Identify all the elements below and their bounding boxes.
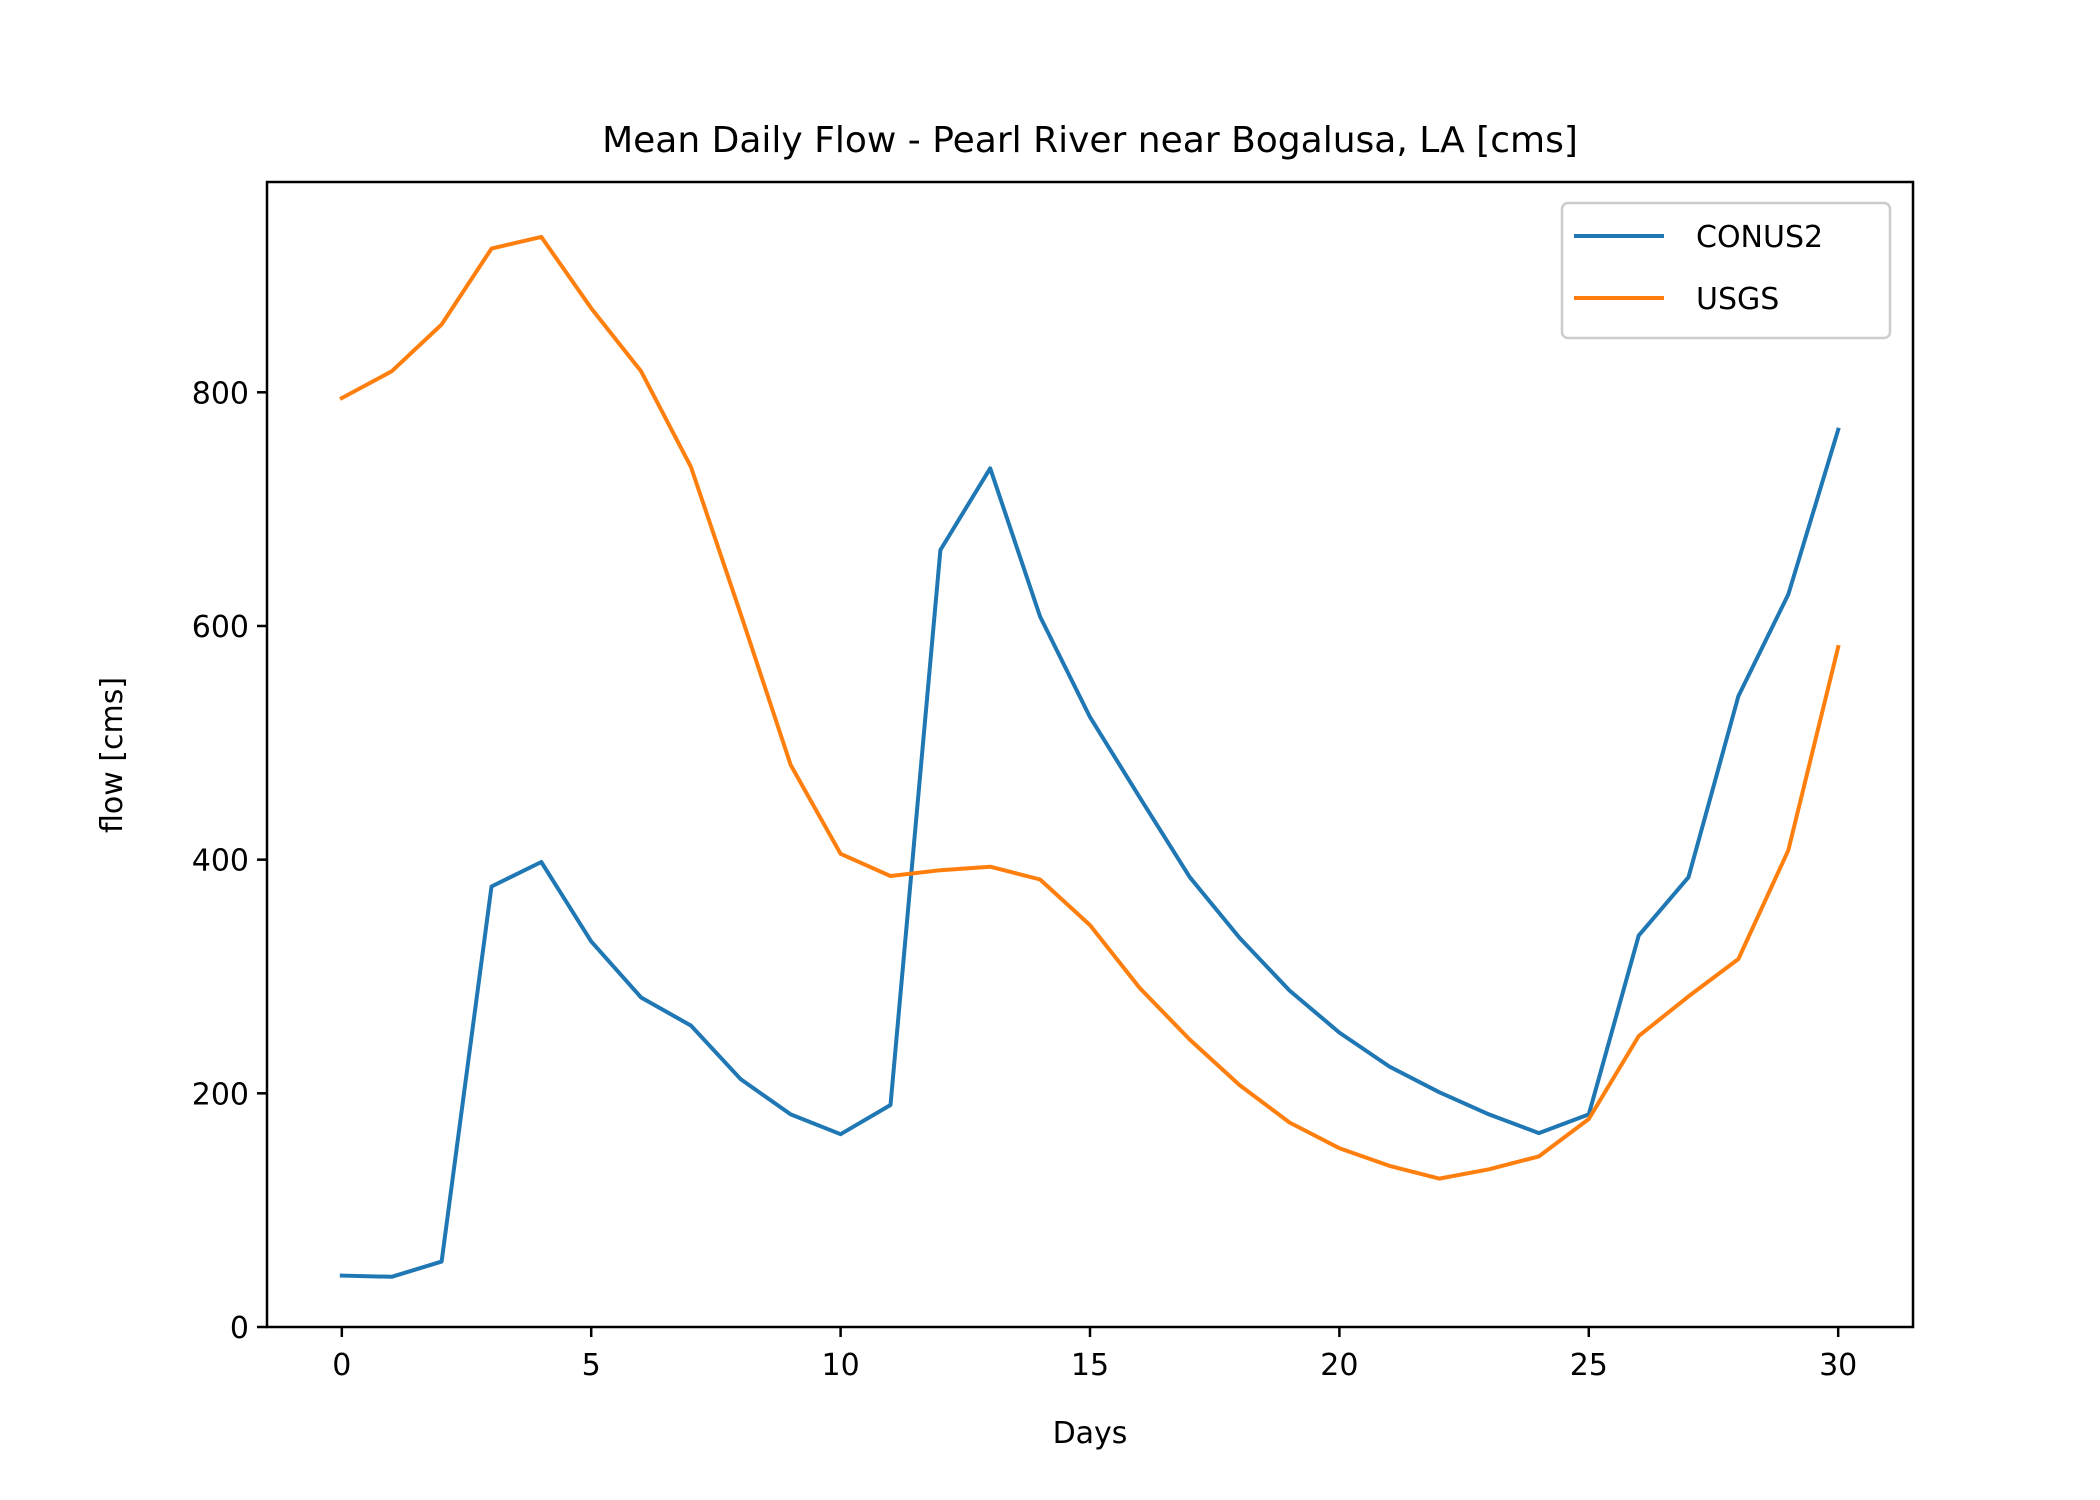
legend-label-usgs: USGS (1696, 282, 1779, 317)
chart-title: Mean Daily Flow - Pearl River near Bogal… (602, 120, 1578, 161)
plot-series (339, 234, 1841, 1279)
x-axis-label: Days (1053, 1416, 1128, 1451)
series-line-conus2 (339, 427, 1841, 1279)
y-tick-label: 200 (192, 1077, 249, 1112)
x-tick-label: 0 (332, 1348, 351, 1383)
x-tick-label: 25 (1570, 1348, 1608, 1383)
legend: CONUS2 USGS (1560, 201, 1892, 340)
series-line-usgs (339, 234, 1841, 1181)
y-axis-label: flow [cms] (95, 677, 130, 833)
x-tick-label: 10 (822, 1348, 860, 1383)
legend-label-conus2: CONUS2 (1696, 220, 1823, 255)
x-tick-label: 15 (1071, 1348, 1109, 1383)
y-tick-label: 800 (192, 376, 249, 411)
y-axis-ticks: 0 200 400 600 800 (192, 376, 267, 1346)
x-axis-ticks: 0 5 10 15 20 25 30 (332, 1327, 1857, 1383)
x-tick-label: 30 (1819, 1348, 1857, 1383)
y-tick-label: 600 (192, 610, 249, 645)
y-tick-label: 0 (230, 1311, 249, 1346)
y-tick-label: 400 (192, 844, 249, 879)
x-tick-label: 5 (582, 1348, 601, 1383)
x-tick-label: 20 (1320, 1348, 1358, 1383)
plot-frame (265, 180, 1915, 1329)
